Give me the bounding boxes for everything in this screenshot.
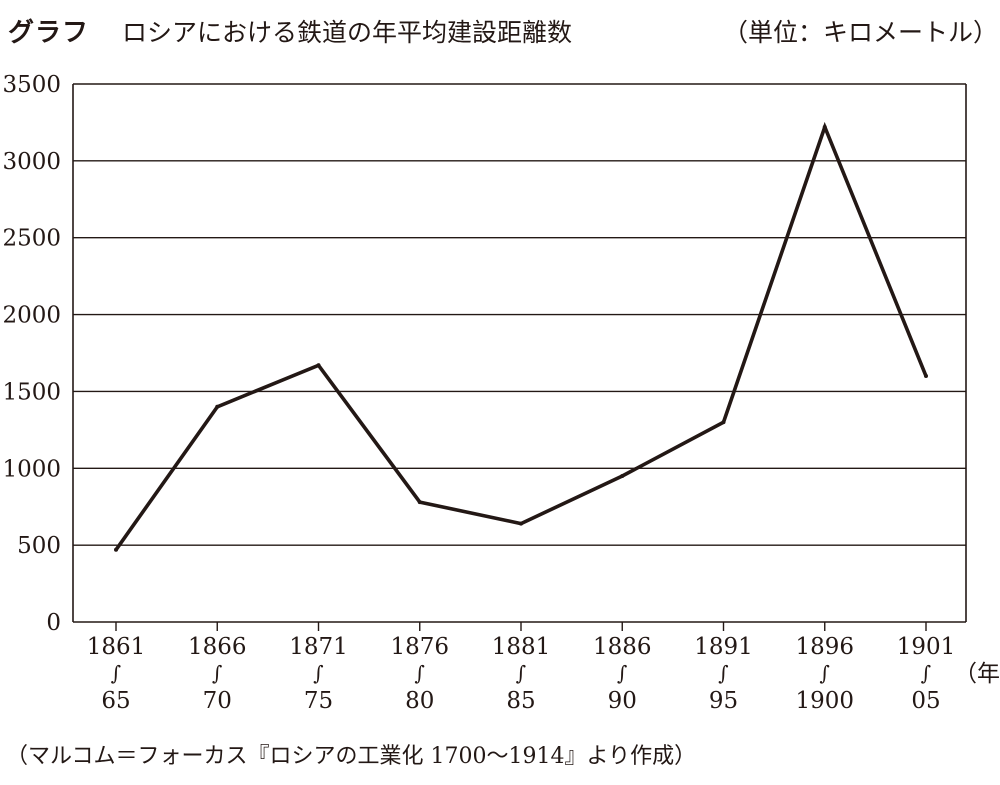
data-point	[519, 521, 523, 526]
y-tick-label: 1000	[2, 456, 61, 482]
y-tick-label: 2500	[2, 226, 61, 252]
data-point	[114, 547, 118, 552]
x-tick-label-end: 95	[709, 688, 738, 714]
data-point	[215, 404, 220, 409]
x-tick-range-mark: ∫	[313, 661, 323, 685]
y-tick-label: 3000	[2, 149, 61, 175]
x-tick-label-end: 1900	[795, 688, 854, 714]
x-tick-label-start: 1891	[694, 634, 753, 660]
x-tick-label-start: 1871	[289, 634, 348, 660]
x-tick-range-mark: ∫	[415, 661, 425, 685]
data-point	[417, 500, 422, 505]
series	[114, 121, 928, 552]
source-note: （マルコム＝フォーカス『ロシアの工業化 1700～1914』より作成）	[6, 744, 697, 769]
x-tick-label-start: 1866	[188, 634, 247, 660]
x-tick-label-end: 85	[506, 688, 535, 714]
unit-label: （単位：キロメートル）	[722, 18, 998, 47]
x-tick-label-end: 80	[405, 688, 434, 714]
data-point	[822, 125, 827, 130]
x-tick-label-start: 1886	[593, 634, 652, 660]
gridlines	[73, 83, 966, 546]
x-tick-label-start: 1896	[795, 634, 854, 660]
y-tick-label: 0	[46, 610, 61, 636]
series-line	[114, 121, 928, 551]
data-point	[620, 473, 625, 478]
x-tick-label-end: 65	[101, 688, 130, 714]
x-tick-label-start: 1876	[390, 634, 449, 660]
x-unit-label: （年）	[954, 661, 1000, 687]
chart-title: ロシアにおける鉄道の年平均建設距離数	[122, 18, 573, 47]
y-axis: 0 500 1000 1500 2000 2500 3000 3500	[2, 72, 967, 636]
x-axis: 1861∫651866∫701871∫751876∫801881∫851886∫…	[73, 621, 1000, 714]
chart-header: グラフ ロシアにおける鉄道の年平均建設距離数 （単位：キロメートル）	[8, 10, 998, 50]
x-tick-range-mark: ∫	[212, 661, 222, 685]
y-tick-label: 3500	[2, 72, 61, 98]
x-tick-range-mark: ∫	[111, 661, 121, 685]
x-tick-range-mark: ∫	[617, 661, 627, 685]
data-point	[721, 420, 726, 425]
graph-label: グラフ	[8, 18, 90, 48]
x-tick-range-mark: ∫	[516, 661, 526, 685]
x-tick-label-end: 75	[304, 688, 333, 714]
y-tick-label: 2000	[2, 303, 61, 329]
x-tick-label-end: 90	[608, 688, 637, 714]
x-tick-range-mark: ∫	[718, 661, 728, 685]
x-tick-range-mark: ∫	[921, 661, 931, 685]
x-tick-label-end: 05	[911, 688, 940, 714]
y-tick-label: 1500	[2, 379, 61, 405]
x-tick-label-start: 1881	[492, 634, 551, 660]
x-tick-label-start: 1901	[897, 634, 956, 660]
x-tick-range-mark: ∫	[820, 661, 830, 685]
data-point	[924, 374, 928, 379]
x-tick-label-end: 70	[203, 688, 232, 714]
data-point	[316, 363, 321, 368]
y-tick-label: 500	[17, 533, 61, 559]
x-tick-label-start: 1861	[87, 634, 146, 660]
